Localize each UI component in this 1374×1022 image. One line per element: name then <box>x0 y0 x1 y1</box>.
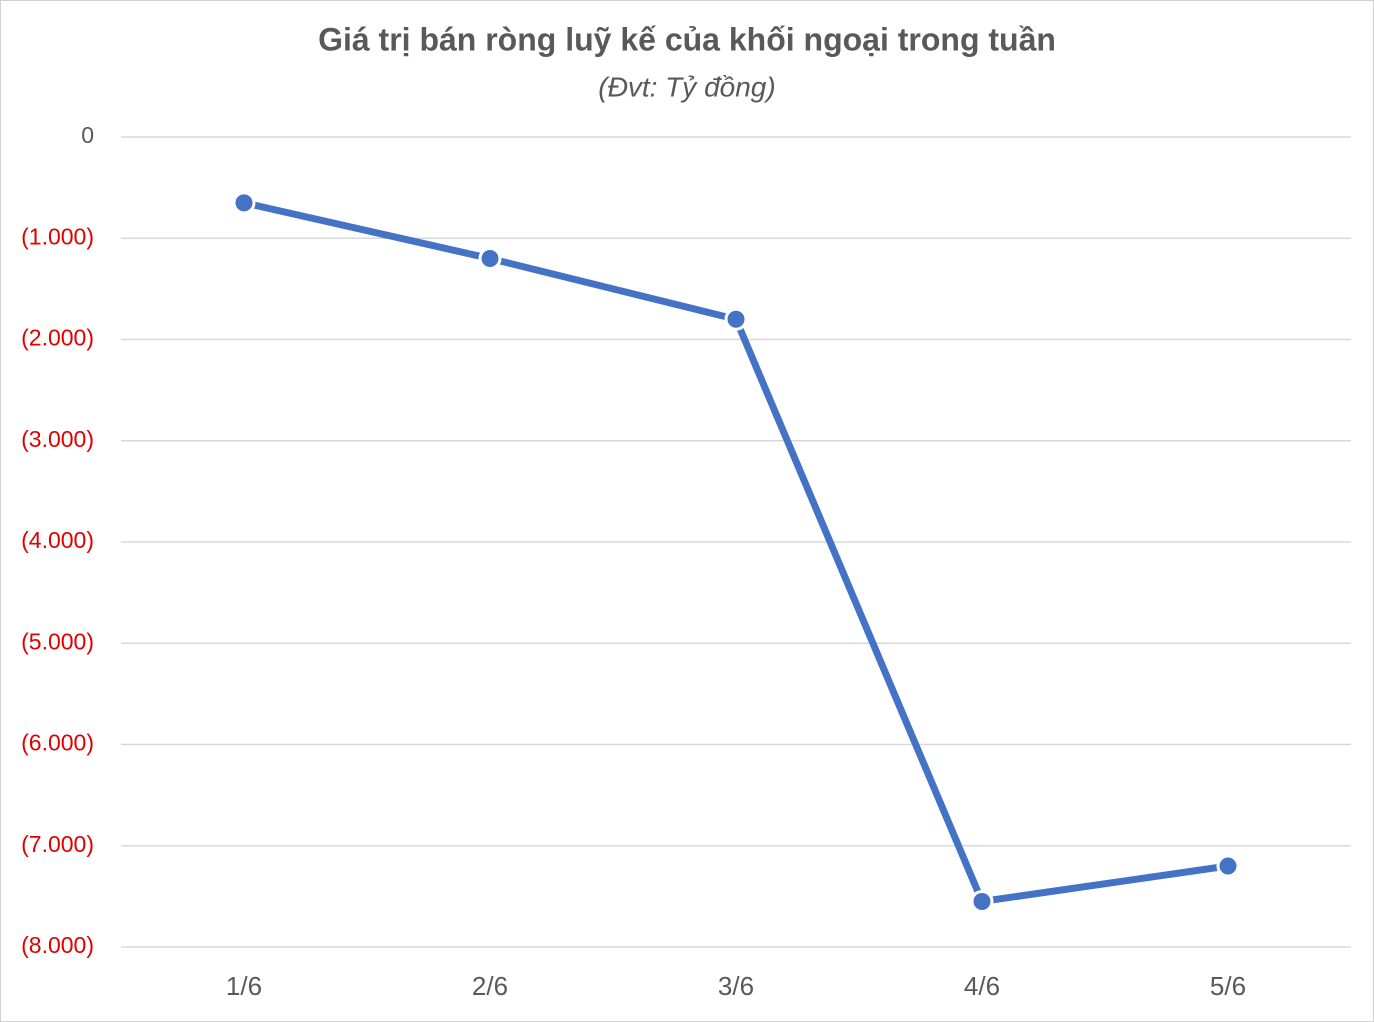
y-tick-label: (7.000) <box>21 831 94 857</box>
chart-title: Giá trị bán ròng luỹ kế của khối ngoại t… <box>318 21 1056 57</box>
x-tick-label: 3/6 <box>718 971 754 1001</box>
y-tick-label: (1.000) <box>21 223 94 249</box>
y-tick-label: 0 <box>81 122 94 148</box>
chart-subtitle: (Đvt: Tỷ đồng) <box>598 71 775 102</box>
y-tick-label: (5.000) <box>21 628 94 654</box>
x-tick-label: 5/6 <box>1210 971 1246 1001</box>
data-point <box>478 247 502 270</box>
y-tick-label: (6.000) <box>21 730 94 756</box>
data-point <box>970 889 994 913</box>
y-tick-label: (2.000) <box>21 325 94 351</box>
x-tick-label: 4/6 <box>964 971 1000 1001</box>
x-tick-label: 1/6 <box>226 971 262 1001</box>
data-point <box>1216 854 1240 878</box>
x-tick-label: 2/6 <box>472 971 508 1001</box>
data-point <box>232 191 256 215</box>
data-point <box>724 307 748 331</box>
y-tick-label: (8.000) <box>21 932 94 958</box>
y-tick-label: (4.000) <box>21 527 94 553</box>
y-tick-label: (3.000) <box>21 426 94 452</box>
